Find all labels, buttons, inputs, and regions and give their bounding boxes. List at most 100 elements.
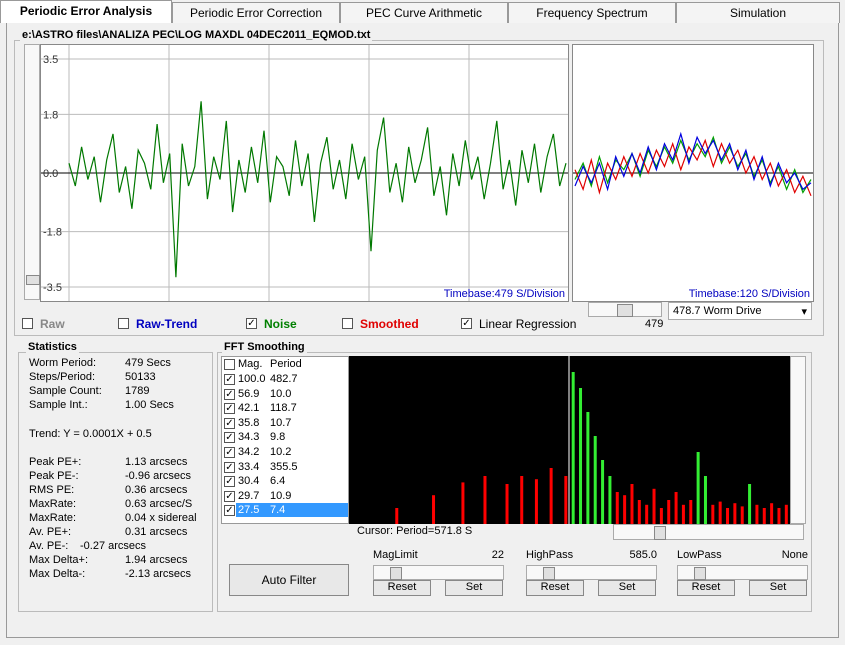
check-box[interactable]: ✓ <box>224 417 235 429</box>
fft-mag: 34.2 <box>238 446 260 458</box>
stat-value: -0.27 arcsecs <box>80 540 147 552</box>
check-box[interactable]: ✓ <box>224 461 235 473</box>
checkbox[interactable] <box>342 318 353 329</box>
stat-value: 0.63 arcsec/S <box>125 498 193 510</box>
slider[interactable] <box>526 565 657 580</box>
stat-label: Sample Count: <box>29 385 102 397</box>
tab[interactable]: PEC Curve Arithmetic <box>340 2 508 23</box>
file-group <box>14 40 824 336</box>
fft-mag: 42.1 <box>238 402 260 415</box>
spectrum-bar <box>711 504 715 524</box>
stat-value: 0.04 x sidereal <box>125 512 197 524</box>
spectrum-bar <box>630 484 634 524</box>
set-button[interactable]: Set <box>445 580 503 596</box>
dropdown-text: 478.7 Worm Drive <box>673 305 762 317</box>
check-box[interactable]: ✓ <box>224 476 235 488</box>
fft-period: 7.4 <box>270 504 286 517</box>
stat-value: 1.94 arcsecs <box>125 554 188 566</box>
fft-mag: 29.7 <box>238 489 260 502</box>
checkbox[interactable] <box>22 318 33 329</box>
fft-period: 9.8 <box>270 431 286 444</box>
spectrum-bar <box>623 495 627 524</box>
stat-value: 1789 <box>125 385 150 397</box>
stat-label: Max Delta+: <box>29 554 88 566</box>
spectrum-bar <box>689 500 693 524</box>
check-box[interactable]: ✓ <box>224 432 235 444</box>
check-box[interactable]: ✓ <box>224 447 235 458</box>
checkbox-label: Raw-Trend <box>136 317 198 331</box>
spectrum-bar <box>733 503 737 524</box>
checkbox[interactable]: ✓ <box>246 318 257 329</box>
reset-button[interactable]: Reset <box>526 580 584 596</box>
spectrum-bar <box>579 388 583 524</box>
spectrum-bar <box>748 484 752 524</box>
worm-chart: Timebase:120 S/Division <box>572 44 814 302</box>
spectrum-bar <box>461 482 465 524</box>
check-box[interactable]: ✓ <box>224 505 235 517</box>
spectrum-bar <box>520 476 524 524</box>
reset-button[interactable]: Reset <box>677 580 735 596</box>
series-line <box>574 138 812 197</box>
h-slider[interactable] <box>588 302 662 317</box>
fft-title: FFT Smoothing <box>222 341 307 353</box>
stat-value: 1.13 arcsecs <box>125 456 188 468</box>
fft-period: 10.2 <box>270 446 292 458</box>
fft-list <box>221 356 349 524</box>
file-path: e:\ASTRO files\ANALIZA PEC\LOG MAXDL 04D… <box>20 29 373 41</box>
checkbox-label: Linear Regression <box>479 317 577 331</box>
stat-value: 1.00 Secs <box>125 399 174 411</box>
fft-period: 355.5 <box>270 460 298 473</box>
checkbox[interactable]: ✓ <box>461 318 472 329</box>
stat-label: Peak PE+: <box>29 456 82 468</box>
check-box[interactable] <box>224 359 235 370</box>
tab[interactable]: Periodic Error Analysis <box>0 0 172 23</box>
stat-value: 0.31 arcsecs <box>125 526 188 538</box>
stat-label: RMS PE: <box>29 484 75 496</box>
tab[interactable]: Simulation <box>676 2 840 23</box>
stat-value: -0.96 arcsecs <box>125 470 192 482</box>
spectrum-bar <box>645 504 649 524</box>
stat-label: MaxRate: <box>29 512 77 524</box>
check-box[interactable]: ✓ <box>224 490 235 502</box>
v-scrollbar[interactable] <box>24 44 40 300</box>
checkbox-label: Raw <box>40 317 65 331</box>
stat-label: Worm Period: <box>29 357 97 369</box>
slider-value: None <box>781 549 808 561</box>
set-button[interactable]: Set <box>598 580 656 596</box>
series-line <box>574 135 812 194</box>
fft-period: 10.9 <box>270 489 292 502</box>
spectrum-bar <box>652 488 656 524</box>
fft-mag: 34.3 <box>238 431 260 444</box>
dropdown[interactable]: 478.7 Worm Drive ▾ <box>668 302 812 320</box>
spectrum-bar <box>534 479 538 524</box>
spectrum-bar <box>637 500 641 524</box>
set-button[interactable]: Set <box>749 580 807 596</box>
checkbox-label: Smoothed <box>360 317 419 331</box>
check-box[interactable]: ✓ <box>224 403 235 415</box>
spectrum-bar <box>755 504 759 524</box>
check-box[interactable]: ✓ <box>224 388 235 400</box>
spectrum-bar <box>395 508 399 524</box>
spectrum-bar <box>483 476 487 524</box>
fft-period: 482.7 <box>270 373 298 385</box>
fft-mag: 27.5 <box>238 504 260 517</box>
fft-mag: 35.8 <box>238 416 260 429</box>
checkbox[interactable] <box>118 318 129 329</box>
tab[interactable]: Frequency Spectrum <box>508 2 676 23</box>
slider[interactable] <box>677 565 808 580</box>
spectrum-bar <box>740 506 744 524</box>
reset-button[interactable]: Reset <box>373 580 431 596</box>
spectrum-bar <box>726 508 730 524</box>
auto-filter-button[interactable]: Auto Filter <box>229 564 349 596</box>
spec-vscroll[interactable] <box>790 356 806 524</box>
y-tick-label: 3.5 <box>43 54 58 66</box>
series-line <box>68 101 567 278</box>
stat-label: Av. PE-: <box>29 540 69 552</box>
stat-label: Av. PE+: <box>29 526 72 538</box>
slider[interactable] <box>373 565 504 580</box>
spec-hscroll[interactable] <box>613 524 804 540</box>
check-box[interactable]: ✓ <box>224 374 235 385</box>
spectrum-bar <box>667 500 671 524</box>
tab[interactable]: Periodic Error Correction <box>172 2 340 23</box>
stat-value: 479 Secs <box>125 357 171 369</box>
